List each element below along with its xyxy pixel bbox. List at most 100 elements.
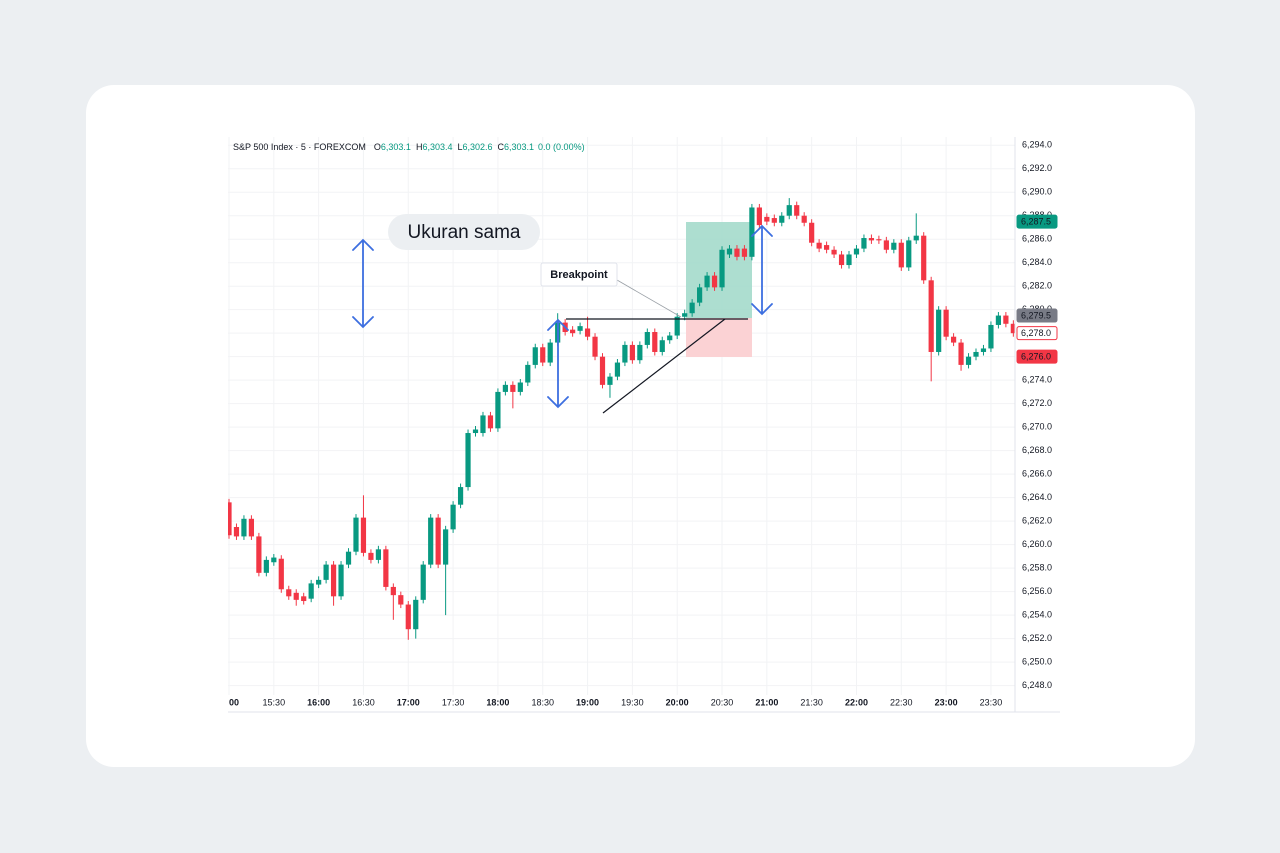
price-badge-label: 6,278.0: [1021, 328, 1051, 338]
candle-body: [794, 205, 800, 216]
candle-body: [413, 599, 419, 630]
x-tick-label: 20:00: [666, 697, 689, 707]
candle-body: [487, 415, 494, 429]
candle-body: [465, 433, 471, 488]
candle-body: [779, 215, 785, 223]
arrow: [751, 224, 773, 316]
candle-body: [838, 254, 845, 266]
y-tick-label: 6,268.0: [1022, 445, 1052, 455]
candle-body: [286, 589, 292, 597]
y-tick-label: 6,294.0: [1022, 140, 1052, 150]
drawings: Ukuran sama Breakpoint: [352, 214, 773, 414]
candle-body: [898, 242, 904, 268]
candle-body: [697, 287, 703, 303]
position-tool: [686, 222, 752, 357]
candle-body: [644, 332, 650, 345]
candle-body: [637, 344, 643, 361]
x-tick-label: 15:30: [263, 697, 286, 707]
candle-body: [502, 384, 508, 392]
candle-body: [936, 309, 942, 352]
candle-body: [368, 552, 374, 560]
candle-body: [405, 604, 411, 630]
candle-body: [958, 342, 964, 365]
candle-body: [726, 248, 733, 255]
y-tick-label: 6,274.0: [1022, 375, 1052, 385]
callout-line: [616, 279, 682, 318]
candle-body: [323, 564, 329, 580]
candle-body: [450, 504, 456, 530]
candle-body: [950, 336, 957, 343]
candle-body: [659, 340, 665, 352]
candle-body: [330, 564, 337, 597]
candle-body: [308, 583, 314, 599]
candle-body: [764, 216, 770, 222]
candle-body: [420, 564, 426, 600]
candle-body: [913, 235, 919, 241]
candle-body: [428, 517, 434, 565]
y-tick-label: 6,270.0: [1022, 422, 1052, 432]
candle-body: [674, 316, 680, 336]
x-tick-label: 17:00: [397, 697, 420, 707]
price-badge: [1016, 214, 1058, 229]
candle-body: [667, 335, 673, 341]
x-tick-label: 16:00: [307, 697, 330, 707]
candle-body: [853, 248, 860, 255]
price-badge: [1016, 326, 1058, 341]
y-tick-label: 6,250.0: [1022, 656, 1052, 666]
candle-body: [652, 332, 658, 352]
candle-body: [316, 579, 322, 585]
y-tick-label: 6,256.0: [1022, 586, 1052, 596]
price-badge-label: 6,287.5: [1021, 216, 1051, 226]
candle-body: [338, 564, 344, 597]
x-tick-label: 21:30: [800, 697, 823, 707]
candle-body: [577, 326, 583, 331]
ohlc-value: 6,303.1: [504, 142, 534, 152]
candle-body: [614, 362, 621, 377]
candle-body: [383, 549, 389, 587]
y-tick-label: 6,292.0: [1022, 163, 1052, 173]
candle-body: [943, 309, 949, 337]
candle-body: [547, 342, 553, 363]
size-arrows: [352, 224, 773, 409]
x-tick-label: 22:00: [845, 697, 868, 707]
candle-body: [719, 249, 725, 288]
y-tick-label: 6,282.0: [1022, 281, 1052, 291]
candle-body: [592, 336, 598, 357]
ohlc-key: C: [498, 142, 505, 152]
candle-body: [973, 351, 979, 357]
candle-body: [771, 218, 777, 223]
candle-body: [995, 315, 1002, 325]
candle-body: [345, 551, 352, 565]
candle-body: [293, 592, 299, 600]
y-tick-label: 6,248.0: [1022, 680, 1052, 690]
candle-body: [749, 207, 755, 257]
x-tick-label: 23:00: [935, 697, 958, 707]
candle-body: [988, 324, 994, 349]
candle-body: [883, 240, 889, 250]
candle-body: [786, 205, 792, 216]
ohlc-key: L: [457, 142, 462, 152]
x-tick-label: 19:00: [576, 697, 599, 707]
candle-body: [510, 384, 516, 392]
candle-body: [809, 222, 815, 243]
y-tick-label: 6,258.0: [1022, 563, 1052, 573]
candle-body: [876, 239, 882, 241]
change: 0.0 (0.00%): [538, 142, 585, 152]
candle-body: [980, 348, 987, 352]
annotation-pill: [388, 214, 540, 250]
candle-body: [682, 313, 688, 317]
ohlc-key: O: [374, 142, 381, 152]
candle-body: [711, 275, 718, 288]
candle-body: [228, 502, 232, 536]
candle-body: [816, 242, 822, 249]
x-tick-label: 21:00: [755, 697, 778, 707]
y-tick-label: 6,290.0: [1022, 187, 1052, 197]
ohlc-value: 6,303.4: [422, 142, 452, 152]
y-tick-label: 6,266.0: [1022, 469, 1052, 479]
candle-body: [256, 536, 262, 573]
candle-body: [248, 518, 255, 537]
candle-body: [435, 517, 441, 565]
ohlc-value: 6,303.1: [381, 142, 411, 152]
y-tick-label: 6,286.0: [1022, 234, 1052, 244]
x-tick-label: 19:30: [621, 697, 644, 707]
